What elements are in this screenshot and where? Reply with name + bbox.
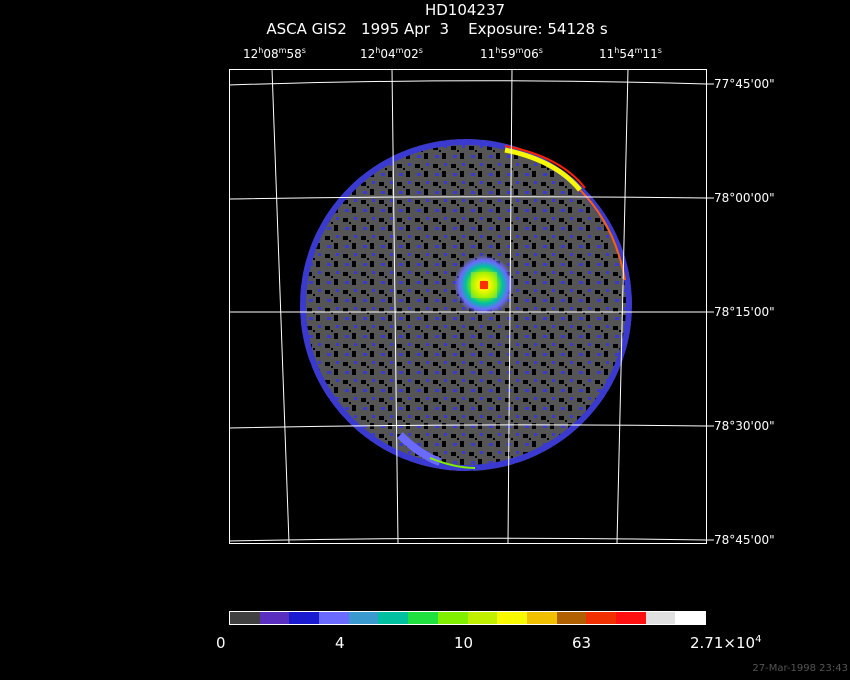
- colorbar-segment: [556, 612, 587, 624]
- colorbar-segment: [437, 612, 468, 624]
- colorbar-label: 4: [335, 634, 345, 652]
- colorbar-segment: [675, 612, 705, 624]
- ra-tick-label: 12h04m02s: [360, 46, 423, 61]
- colorbar-segment: [230, 612, 260, 624]
- dec-tick-label: 78°00'00": [714, 191, 775, 205]
- x-ray-source: [454, 255, 514, 315]
- observation-info: ASCA GIS2 1995 Apr 3 Exposure: 54128 s: [266, 20, 608, 38]
- colorbar-segment: [497, 612, 527, 624]
- dec-tick-label: 77°45'00": [714, 77, 775, 91]
- target-name: HD104237: [424, 1, 506, 19]
- colorbar-segment: [408, 612, 438, 624]
- colorbar-segment: [348, 612, 379, 624]
- colorbar-segment: [259, 612, 290, 624]
- ra-tick-label: 11h59m06s: [480, 46, 543, 61]
- dec-tick-label: 78°30'00": [714, 419, 775, 433]
- colorbar-label-max: 2.71×104: [690, 634, 762, 652]
- colorbar-label: 10: [454, 634, 474, 652]
- colorbar-segment: [586, 612, 616, 624]
- colorbar-segment: [615, 612, 646, 624]
- ra-tick-label: 12h08m58s: [243, 46, 306, 61]
- colorbar-segment: [467, 612, 498, 624]
- timestamp: 27-Mar-1998 23:43: [752, 663, 848, 674]
- ra-tick-label: 11h54m11s: [599, 46, 662, 61]
- colorbar-label: 63: [572, 634, 592, 652]
- coordinate-grid: [228, 68, 714, 544]
- colorbar-segment: [526, 612, 557, 624]
- colorbar-label: 0: [216, 634, 226, 652]
- dec-tick-label: 78°45'00": [714, 533, 775, 547]
- colorbar-segment: [378, 612, 409, 624]
- colorbar-segment: [645, 612, 676, 624]
- colorbar-segment: [289, 612, 320, 624]
- colorbar-segment: [319, 612, 349, 624]
- dec-tick-label: 78°15'00": [714, 305, 775, 319]
- color-scale-bar: [229, 611, 706, 625]
